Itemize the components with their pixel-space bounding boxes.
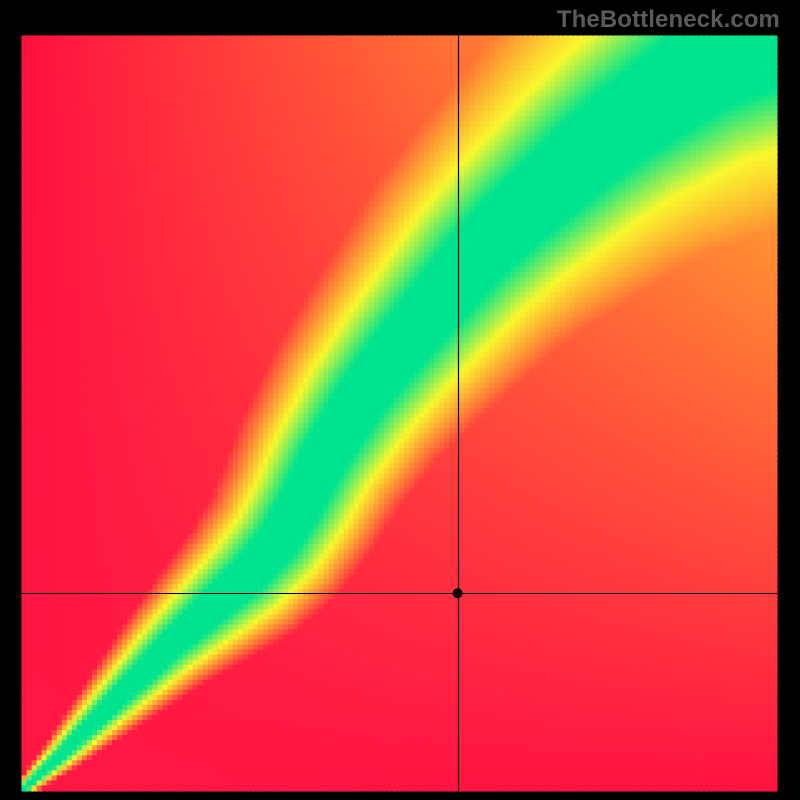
watermark-text: TheBottleneck.com [557,6,780,34]
heatmap-plot [0,0,800,800]
chart-container: TheBottleneck.com [0,0,800,800]
